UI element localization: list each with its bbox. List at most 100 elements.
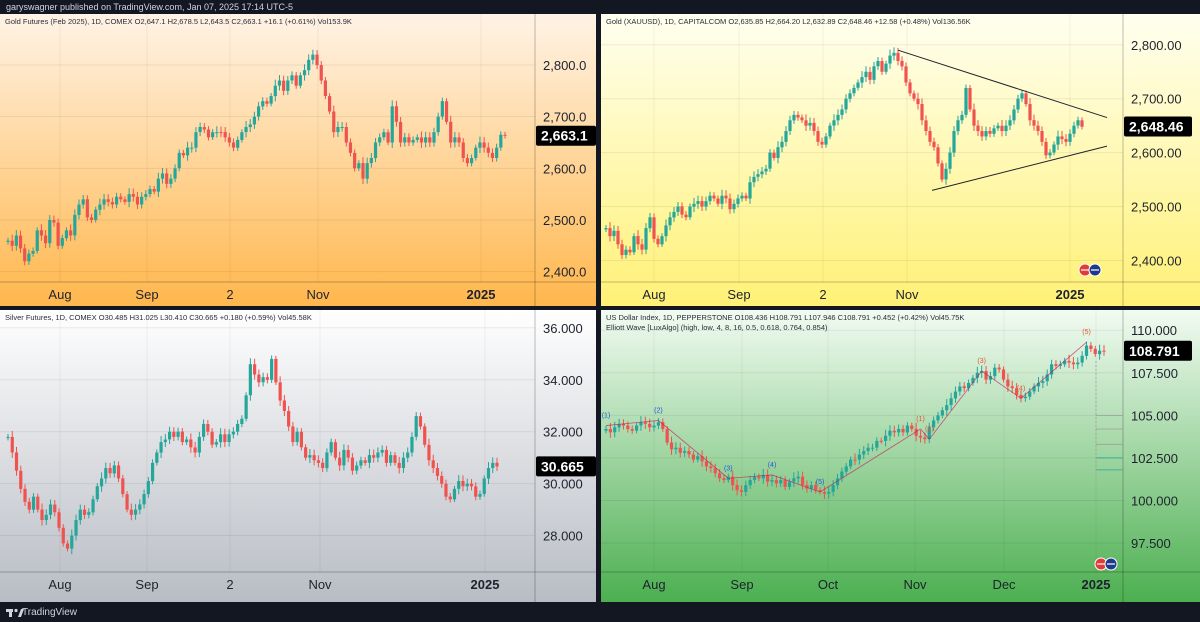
y-tick-label: 36.000 (543, 321, 583, 336)
candle-body (282, 80, 286, 91)
candle (490, 148, 495, 163)
candle (57, 508, 61, 532)
candle-body (304, 447, 308, 458)
candle-body (372, 455, 376, 458)
x-tick-label: Aug (48, 287, 71, 302)
silver-panel[interactable]: 36.000 34.000 32.000 30.000 28.000 Aug Sep 2 Nov… (0, 310, 596, 602)
candle-body (440, 101, 444, 117)
candle (332, 105, 336, 138)
gold-futures-panel[interactable]: 2,800.0 2,700.0 2,600.0 2,500.0 2,400.0 Aug Se… (0, 14, 596, 306)
candle (704, 196, 708, 211)
candle (1089, 342, 1093, 353)
x-tick-label: 2 (226, 577, 233, 592)
economic-events-flag-icon[interactable] (1078, 263, 1102, 277)
candle (78, 504, 82, 525)
candle (674, 442, 678, 455)
candle-body (465, 158, 470, 164)
candle-body (435, 468, 440, 476)
candle (665, 426, 669, 446)
candle-body (363, 460, 367, 463)
candle (206, 126, 211, 141)
candle-body (31, 496, 36, 510)
last-price-badge: 30.665 (536, 456, 596, 477)
candle-body (40, 509, 44, 521)
candle-body (27, 501, 31, 510)
candle (604, 225, 608, 233)
candle-body (864, 71, 868, 78)
candle-body (172, 431, 176, 437)
candle-body (1040, 130, 1044, 142)
candle-body (940, 163, 944, 180)
elliott-wave-label: (5) (816, 479, 825, 486)
candle-body (380, 449, 384, 453)
candle (904, 62, 908, 87)
candle (270, 355, 274, 383)
silver-chart[interactable]: 36.000 34.000 32.000 30.000 28.000 Aug Sep 2 Nov… (0, 310, 596, 602)
x-axis[interactable]: Aug Sep 2 Nov 2025 (48, 577, 499, 592)
candle-body (152, 188, 156, 192)
gold-futures-chart[interactable]: 2,800.0 2,700.0 2,600.0 2,500.0 2,400.0 Aug Se… (0, 14, 596, 306)
economic-events-flag-icon[interactable] (1094, 557, 1118, 571)
candle (27, 249, 31, 265)
candle (287, 406, 291, 432)
candle (664, 219, 668, 242)
candle-body (824, 136, 828, 145)
candle (661, 418, 665, 433)
candle (373, 138, 378, 163)
candle (844, 462, 848, 475)
candle-body (64, 230, 69, 239)
dxy-panel[interactable]: 110.000 107.500 105.000 102.500 100.000 97.50… (601, 310, 1200, 602)
y-axis[interactable]: 2,800.0 2,700.0 2,600.0 2,500.0 2,400.0 (543, 58, 586, 280)
candle-body (273, 85, 277, 97)
candle-body (367, 455, 372, 463)
x-axis[interactable]: Aug Sep 2 Nov 2025 (642, 287, 1084, 302)
candle-body (219, 132, 223, 134)
candle-body (634, 425, 639, 431)
candle (809, 481, 813, 493)
dxy-chart[interactable]: 110.000 107.500 105.000 102.500 100.000 97.50… (601, 310, 1200, 602)
triangle-upper-trendline[interactable] (897, 49, 1108, 119)
candle (800, 114, 804, 123)
candle (10, 430, 14, 458)
candle (716, 195, 720, 207)
candle-body (361, 163, 365, 179)
candle-body (486, 147, 490, 153)
candle (832, 114, 836, 131)
candle-body (770, 480, 774, 482)
candle-body (35, 230, 39, 251)
x-axis[interactable]: Aug Sep 2 Nov 2025 (48, 287, 495, 302)
triangle-lower-trendline[interactable] (931, 145, 1108, 191)
candle-body (971, 377, 975, 383)
candle-body (48, 504, 53, 515)
candle-body (904, 66, 908, 83)
candle-body (244, 395, 248, 419)
y-axis[interactable]: 110.000 107.500 105.000 102.500 100.000 97.50… (1131, 323, 1178, 551)
candle-body (1067, 360, 1071, 363)
candle (99, 472, 104, 492)
candle-body (716, 198, 720, 204)
candle-body (1076, 120, 1080, 126)
candle (302, 64, 307, 81)
candle (64, 227, 69, 241)
gold-spot-chart[interactable]: 2,800.00 2,700.00 2,600.00 2,500.00 2,400.00… (601, 14, 1200, 306)
candle-body (155, 452, 159, 463)
y-axis[interactable]: 36.000 34.000 32.000 30.000 28.000 (543, 321, 583, 544)
gold-spot-panel[interactable]: 2,800.00 2,700.00 2,600.00 2,500.00 2,400.00… (601, 14, 1200, 306)
candle-body (744, 485, 748, 492)
x-axis[interactable]: Aug Sep Oct Nov Dec 2025 (642, 577, 1110, 592)
candle-body (835, 478, 840, 486)
candle (60, 234, 64, 249)
candle (684, 211, 688, 221)
candle (608, 222, 612, 242)
y-axis[interactable]: 2,800.00 2,700.00 2,600.00 2,500.00 2,400.00 (1131, 38, 1182, 269)
candle-body (1028, 391, 1032, 397)
candle (298, 72, 302, 89)
candle (888, 425, 892, 441)
candle-body (792, 478, 796, 482)
candle-body (652, 425, 656, 428)
candle-body (495, 462, 499, 467)
candle (792, 472, 796, 488)
candle-body (630, 429, 634, 431)
candle (338, 451, 342, 471)
candle (916, 92, 920, 110)
